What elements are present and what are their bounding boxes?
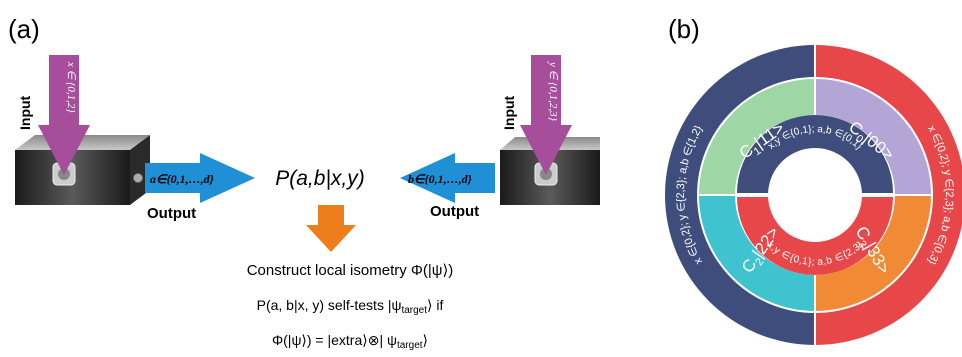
- output-label: Output: [430, 203, 479, 220]
- subscript: target: [401, 305, 427, 316]
- statement-line: P(a, b|x, y) self-tests |ψtarget⟩ if: [257, 297, 444, 316]
- statement-line: Φ(|ψ⟩) = |extra⟩⊗| ψtarget⟩: [272, 332, 428, 351]
- panel-label: (b): [668, 14, 700, 44]
- output-label: Output: [147, 205, 196, 222]
- output-set: a∈{0,1,…,d}: [150, 172, 215, 186]
- output-arrow-right: [400, 153, 495, 203]
- statement-line: Construct local isometry Φ(|ψ⟩): [247, 262, 454, 279]
- input-label: Input: [501, 95, 517, 130]
- input-set: x ∈ {0,1,2}: [65, 61, 77, 113]
- output-set: b∈{0,1,…,d}: [408, 172, 473, 186]
- text: ⟩ if: [427, 297, 443, 313]
- left-device: [15, 135, 150, 205]
- subscript: 2: [753, 256, 766, 268]
- output-arrow-left: [145, 153, 255, 203]
- probability: P(a,b|x,y): [275, 167, 364, 190]
- input-set: y ∈ {0,1,2,3}: [547, 61, 559, 122]
- text: P(a, b|x, y) self-tests |ψ: [257, 297, 402, 313]
- text: Construct local isometry Φ(|ψ⟩): [247, 262, 454, 279]
- panel-label: (a): [8, 14, 40, 44]
- input-label: Input: [17, 95, 33, 130]
- subscript: 1: [752, 145, 764, 158]
- down-arrow: [306, 205, 356, 252]
- input-arrow-left: [38, 55, 90, 175]
- subscript: 3: [855, 239, 868, 250]
- subscript: target: [397, 340, 423, 351]
- input-arrow-right: [520, 55, 572, 175]
- ring-diagram: [665, 45, 962, 345]
- text: ⟩: [423, 332, 428, 348]
- text: Φ(|ψ⟩) = |extra⟩⊗| ψ: [272, 332, 397, 348]
